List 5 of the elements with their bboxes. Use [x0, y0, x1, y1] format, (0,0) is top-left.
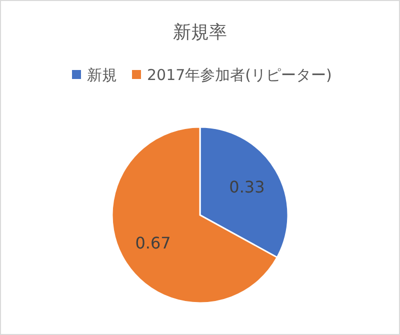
data-label: 0.67 — [135, 233, 171, 252]
legend-label: 新規 — [87, 66, 117, 84]
legend-label: 2017年参加者(リピーター) — [147, 66, 332, 84]
chart-title: 新規率 — [173, 22, 227, 43]
data-label: 0.33 — [229, 178, 265, 197]
